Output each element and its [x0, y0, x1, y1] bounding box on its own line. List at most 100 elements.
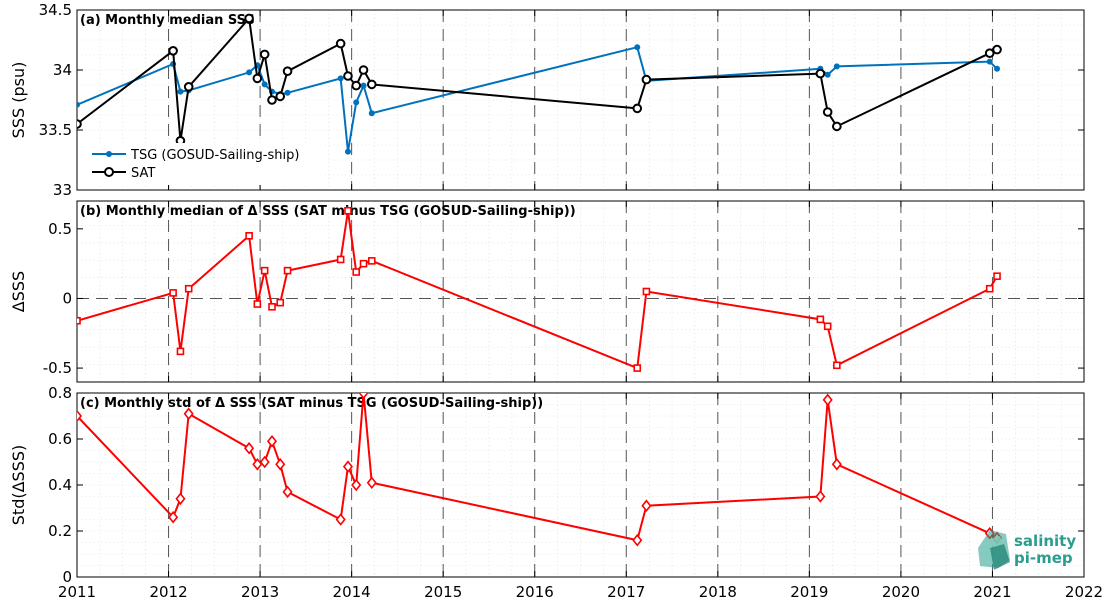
data-point	[266, 435, 278, 448]
data-point	[184, 284, 193, 293]
data-point	[253, 300, 262, 308]
data-point	[252, 458, 263, 471]
data-point	[986, 58, 993, 65]
x-tick-label: 2019	[790, 583, 828, 601]
data-point	[831, 458, 842, 471]
data-point	[358, 65, 369, 75]
data-point	[252, 73, 263, 84]
data-point	[335, 38, 346, 49]
data-point	[815, 68, 826, 79]
data-point	[344, 148, 351, 155]
data-point	[822, 393, 833, 407]
data-point	[368, 110, 375, 117]
data-point	[833, 361, 841, 370]
data-point	[641, 499, 652, 512]
series-line	[77, 16, 998, 141]
data-point	[342, 460, 353, 473]
y-tick-label: 34	[53, 61, 72, 79]
data-point	[282, 66, 293, 76]
data-point	[816, 315, 825, 324]
data-point	[344, 206, 352, 215]
y-tick-label: -0.5	[43, 359, 72, 377]
data-point	[259, 49, 270, 60]
data-point	[275, 458, 286, 471]
data-point	[360, 82, 367, 89]
x-tick-label: 2021	[973, 583, 1011, 601]
x-tick-label: 2012	[149, 583, 187, 601]
panel-a-grid	[76, 9, 1085, 191]
data-point	[633, 364, 642, 372]
data-point	[832, 121, 842, 132]
panel-b-title: (b) Monthly median of Δ SSS (SAT minus T…	[80, 204, 576, 219]
x-tick-label: 2011	[58, 583, 96, 601]
data-point	[169, 289, 177, 297]
data-point	[343, 71, 353, 81]
data-point	[641, 74, 652, 85]
data-point	[283, 266, 292, 275]
x-tick-label: 2022	[1065, 583, 1103, 601]
data-point	[276, 298, 285, 307]
data-point	[359, 259, 368, 268]
data-point	[282, 485, 293, 499]
data-point	[245, 232, 253, 240]
y-tick-label: 0.5	[48, 220, 72, 238]
legend: TSG (GOSUD-Sailing-ship) SAT	[80, 143, 324, 185]
data-point	[244, 441, 255, 455]
series-line	[77, 393, 998, 542]
panel-a-frame	[76, 9, 1085, 191]
data-point	[351, 80, 362, 91]
y-tick-label: 0.6	[48, 430, 72, 448]
panel-b-ylabel: ΔSSS	[9, 271, 28, 312]
x-tick-label: 2018	[699, 583, 737, 601]
data-point	[244, 13, 254, 24]
x-tick-label: 2015	[424, 583, 462, 601]
data-point	[822, 107, 833, 117]
data-point	[177, 88, 184, 95]
logo-text-salinity: salinity	[1014, 532, 1076, 550]
salinity-pi-mep-logo: salinity pi-mep	[978, 530, 1076, 570]
data-point	[284, 89, 291, 96]
panel-c-grid	[76, 392, 1085, 578]
data-point	[335, 513, 346, 526]
y-tick-label: 0.8	[48, 384, 72, 402]
panel-a-series-1	[77, 13, 1002, 146]
data-point	[259, 455, 270, 469]
data-point	[993, 272, 1001, 280]
panel-b: -0.5 0 0.5 ΔSSS (b) Monthly median of Δ SSS …	[9, 200, 1085, 383]
x-tick-label: 2017	[607, 583, 645, 601]
data-point	[183, 407, 194, 420]
panel-b-series-0	[77, 206, 1001, 372]
x-tick-label: 2014	[333, 583, 371, 601]
data-point	[353, 99, 360, 106]
series-line	[77, 210, 998, 370]
data-point	[366, 476, 377, 489]
data-point	[77, 409, 83, 423]
panel-c: 0 0.2 0.4 0.6 0.8 2011 2012 2013 2014 2015 2016 201…	[9, 384, 1103, 601]
data-point	[77, 316, 81, 325]
data-point	[994, 65, 1001, 72]
panel-a-ylabel: SSS (psu)	[9, 62, 28, 139]
legend-label-sat: SAT	[131, 166, 155, 181]
data-point	[985, 284, 994, 293]
y-tick-label: 33.5	[39, 121, 72, 139]
x-tick-label: 2016	[516, 583, 554, 601]
data-point	[261, 81, 268, 88]
panel-c-title: (c) Monthly std of Δ SSS (SAT minus TSG …	[80, 396, 543, 411]
data-point	[183, 82, 194, 92]
data-point	[337, 75, 344, 82]
panel-c-ylabel: Std(ΔSSS)	[9, 445, 28, 525]
y-tick-label: 0.2	[48, 522, 72, 540]
legend-label-tsg: TSG (GOSUD-Sailing-ship)	[130, 148, 299, 163]
data-point	[336, 255, 345, 264]
panel-a: 33 33.5 34 34.5 SSS (psu) (a) Monthly median …	[9, 1, 1085, 199]
data-point	[815, 490, 826, 503]
data-point	[367, 257, 376, 265]
data-point	[642, 287, 651, 296]
data-point	[366, 79, 377, 90]
y-tick-label: 34.5	[39, 1, 72, 19]
data-point	[175, 492, 186, 506]
data-point	[992, 44, 1002, 55]
data-point	[168, 46, 178, 56]
panel-a-title: (a) Monthly median SSS	[80, 13, 255, 28]
